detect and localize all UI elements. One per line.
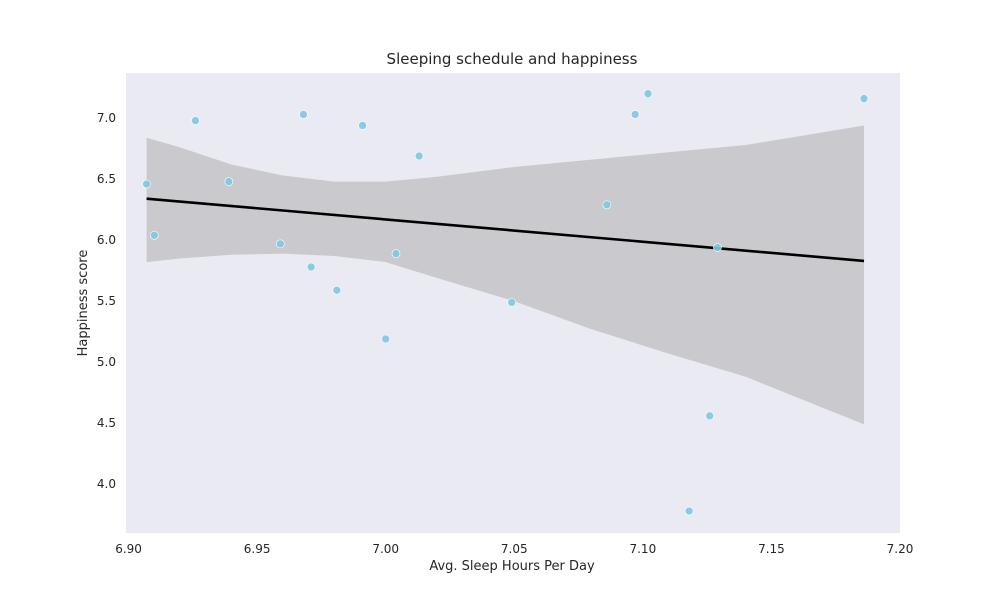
data-point-3 xyxy=(191,116,200,125)
data-point-12 xyxy=(414,151,424,161)
data-points-layer xyxy=(142,89,869,516)
x-tick-label: 7.00 xyxy=(372,542,399,556)
data-point-6 xyxy=(299,110,308,119)
y-tick-label: 7.0 xyxy=(97,111,116,125)
y-axis-ticks: 4.0 4.5 5.0 5.5 6.0 6.5 7.0 xyxy=(97,111,116,491)
data-point-13 xyxy=(507,298,517,307)
data-point-2 xyxy=(149,230,159,240)
data-point-9 xyxy=(358,121,367,130)
y-tick-label: 4.5 xyxy=(97,416,116,430)
y-tick-label: 6.5 xyxy=(97,172,116,186)
y-tick-label: 5.0 xyxy=(97,355,116,369)
data-point-17 xyxy=(684,506,694,516)
data-point-16 xyxy=(643,89,653,99)
data-point-18 xyxy=(705,411,715,421)
x-axis-label: Avg. Sleep Hours Per Day xyxy=(429,559,595,574)
x-tick-label: 7.10 xyxy=(629,542,656,556)
y-tick-label: 5.5 xyxy=(97,294,116,308)
chart-title: Sleeping schedule and happiness xyxy=(387,50,638,68)
data-point-11 xyxy=(391,249,401,258)
x-tick-label: 7.20 xyxy=(887,542,914,556)
regression-line-layer xyxy=(146,197,865,263)
x-tick-label: 7.05 xyxy=(501,542,528,556)
y-tick-label: 6.0 xyxy=(97,233,116,247)
regression-line xyxy=(146,197,865,263)
data-point-20 xyxy=(859,94,869,103)
data-point-7 xyxy=(306,262,316,272)
x-tick-label: 6.90 xyxy=(115,542,142,556)
data-point-19 xyxy=(713,243,722,252)
x-tick-label: 7.15 xyxy=(758,542,785,556)
data-point-8 xyxy=(332,285,342,295)
data-point-15 xyxy=(630,110,640,119)
data-point-5 xyxy=(275,239,285,249)
data-point-10 xyxy=(381,334,391,344)
confidence-band-layer xyxy=(146,125,865,425)
y-axis-label: Happiness score xyxy=(76,250,91,357)
data-point-1 xyxy=(142,179,151,189)
confidence-band xyxy=(146,125,865,425)
x-axis-ticks: 6.90 6.95 7.00 7.05 7.10 7.15 7.20 xyxy=(115,542,913,556)
y-tick-label: 4.0 xyxy=(97,477,116,491)
x-tick-label: 6.95 xyxy=(244,542,271,556)
data-point-4 xyxy=(224,177,234,186)
data-point-14 xyxy=(602,200,612,210)
